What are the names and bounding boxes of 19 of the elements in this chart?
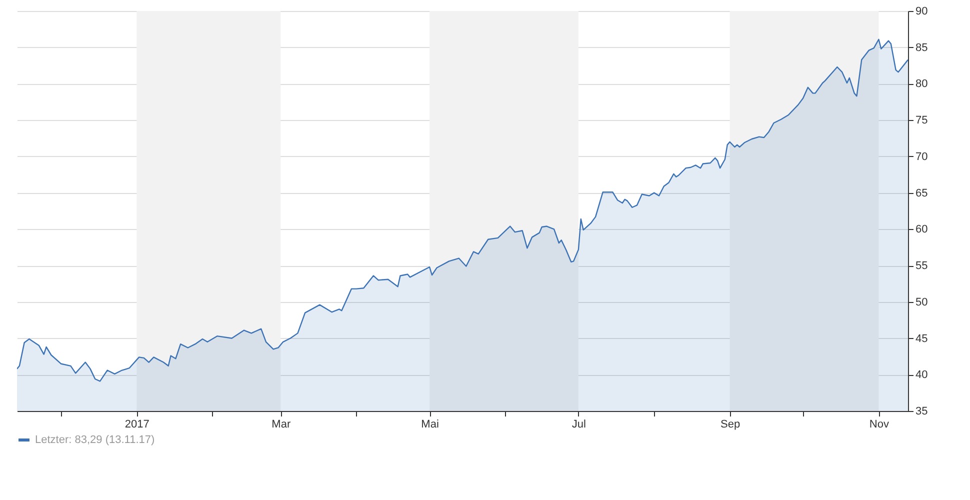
y-tick-label: 35 — [916, 406, 928, 418]
y-tick-label: 90 — [916, 6, 928, 18]
x-tick-label: 2017 — [124, 418, 150, 430]
y-tick-label: 75 — [916, 114, 928, 127]
y-tick-label: 45 — [916, 332, 928, 345]
y-tick-label: 65 — [916, 187, 928, 200]
y-tick-label: 80 — [916, 78, 928, 90]
x-tick-label: Jul — [572, 418, 586, 430]
legend-label: Letzter: 83,29 (13.11.17) — [35, 434, 155, 446]
y-tick-label: 50 — [916, 296, 928, 308]
y-tick-label: 55 — [916, 260, 928, 272]
x-tick-label: Sep — [720, 418, 740, 430]
y-tick-label: 40 — [916, 369, 928, 382]
y-tick-label: 70 — [916, 150, 928, 163]
x-tick-label: Mai — [421, 418, 439, 430]
y-tick-label: 60 — [916, 224, 928, 236]
x-tick-label: Mar — [272, 418, 291, 430]
x-tick-label: Nov — [869, 418, 890, 430]
y-tick-label: 85 — [916, 42, 928, 54]
